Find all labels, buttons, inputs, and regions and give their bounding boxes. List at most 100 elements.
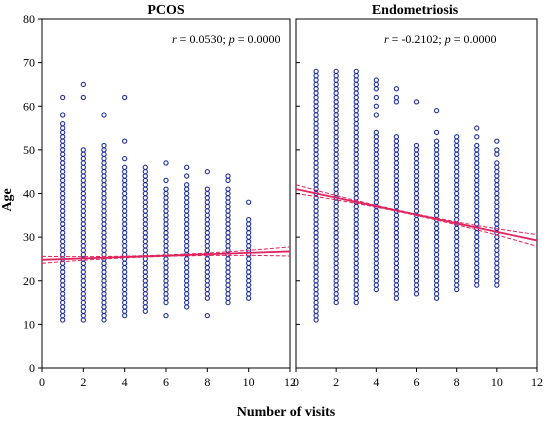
data-point xyxy=(122,169,128,175)
data-point xyxy=(163,186,169,192)
data-point xyxy=(353,295,359,301)
data-point xyxy=(373,112,379,118)
data-point xyxy=(474,238,480,245)
data-point xyxy=(313,312,319,319)
data-point xyxy=(474,260,480,266)
data-point xyxy=(353,129,359,136)
data-point xyxy=(373,129,379,136)
data-point xyxy=(225,212,231,218)
data-point xyxy=(433,247,440,253)
data-point xyxy=(204,199,210,205)
data-point xyxy=(60,247,66,253)
correlation-annotation-endometriosis: r = -0.2102; p = 0.0000 xyxy=(384,32,497,46)
data-point xyxy=(80,304,86,310)
data-point xyxy=(184,291,190,297)
data-point xyxy=(80,234,86,240)
data-point xyxy=(454,134,460,140)
data-point xyxy=(373,103,379,109)
data-point xyxy=(433,238,440,245)
data-point xyxy=(60,295,66,301)
data-point xyxy=(184,173,190,179)
data-point xyxy=(353,112,359,118)
data-point xyxy=(101,169,107,175)
data-point xyxy=(474,169,480,175)
data-point xyxy=(333,77,339,83)
data-point xyxy=(494,199,500,205)
data-point xyxy=(60,265,66,271)
data-point xyxy=(204,286,210,293)
data-point xyxy=(494,138,500,144)
data-point xyxy=(225,208,231,214)
data-point xyxy=(353,107,359,114)
data-point xyxy=(225,278,231,284)
data-point xyxy=(413,243,420,249)
data-point xyxy=(494,212,500,218)
data-point xyxy=(80,169,86,175)
data-point xyxy=(225,299,231,306)
data-point xyxy=(433,269,440,275)
data-point xyxy=(353,186,359,192)
data-point xyxy=(204,269,210,275)
data-point xyxy=(474,282,480,288)
data-point xyxy=(246,230,252,236)
data-point xyxy=(60,208,66,214)
data-point xyxy=(353,234,359,240)
data-point xyxy=(494,160,500,166)
data-point xyxy=(60,195,66,201)
data-point xyxy=(225,265,231,271)
data-point xyxy=(373,221,379,227)
data-point xyxy=(60,121,66,127)
data-point xyxy=(353,125,359,131)
data-point xyxy=(413,260,420,266)
data-point xyxy=(313,304,319,310)
data-point xyxy=(122,186,128,192)
data-point xyxy=(413,256,420,262)
data-point xyxy=(163,265,169,271)
data-point xyxy=(413,278,420,284)
data-point xyxy=(353,90,359,96)
data-point xyxy=(413,142,420,149)
data-point xyxy=(494,273,500,280)
data-point xyxy=(454,199,460,205)
data-point xyxy=(393,164,400,170)
panel-title-pcos: PCOS xyxy=(147,3,185,18)
data-point xyxy=(373,177,379,184)
data-point xyxy=(60,251,66,258)
data-point xyxy=(184,282,190,288)
data-point xyxy=(494,251,500,258)
data-point xyxy=(353,99,359,105)
data-point xyxy=(393,199,400,205)
data-point xyxy=(122,199,128,205)
data-point xyxy=(373,186,379,192)
data-point xyxy=(413,217,420,223)
data-point xyxy=(101,312,107,319)
data-point xyxy=(122,260,128,266)
data-point xyxy=(433,221,440,227)
data-point xyxy=(433,138,440,144)
data-point xyxy=(225,221,231,227)
data-point xyxy=(333,278,339,284)
data-point xyxy=(184,304,190,310)
data-point xyxy=(60,125,66,131)
data-point xyxy=(60,221,66,227)
data-point xyxy=(204,212,210,218)
data-point xyxy=(313,73,319,79)
data-point xyxy=(433,203,440,210)
data-point xyxy=(204,282,210,288)
data-point xyxy=(142,217,148,223)
data-point xyxy=(353,247,359,253)
data-point xyxy=(142,282,148,288)
data-point xyxy=(184,286,190,293)
data-point xyxy=(454,186,460,192)
data-point xyxy=(433,160,440,166)
data-point xyxy=(313,129,319,136)
data-point xyxy=(184,212,190,218)
y-axis: 0 10 20 30 40 50 60 70 80 xyxy=(23,12,300,375)
data-point xyxy=(80,238,86,245)
data-point xyxy=(313,282,319,288)
data-point xyxy=(433,212,440,218)
data-point xyxy=(474,208,480,214)
data-point xyxy=(333,112,339,118)
data-point xyxy=(333,68,339,74)
data-point xyxy=(246,225,252,232)
